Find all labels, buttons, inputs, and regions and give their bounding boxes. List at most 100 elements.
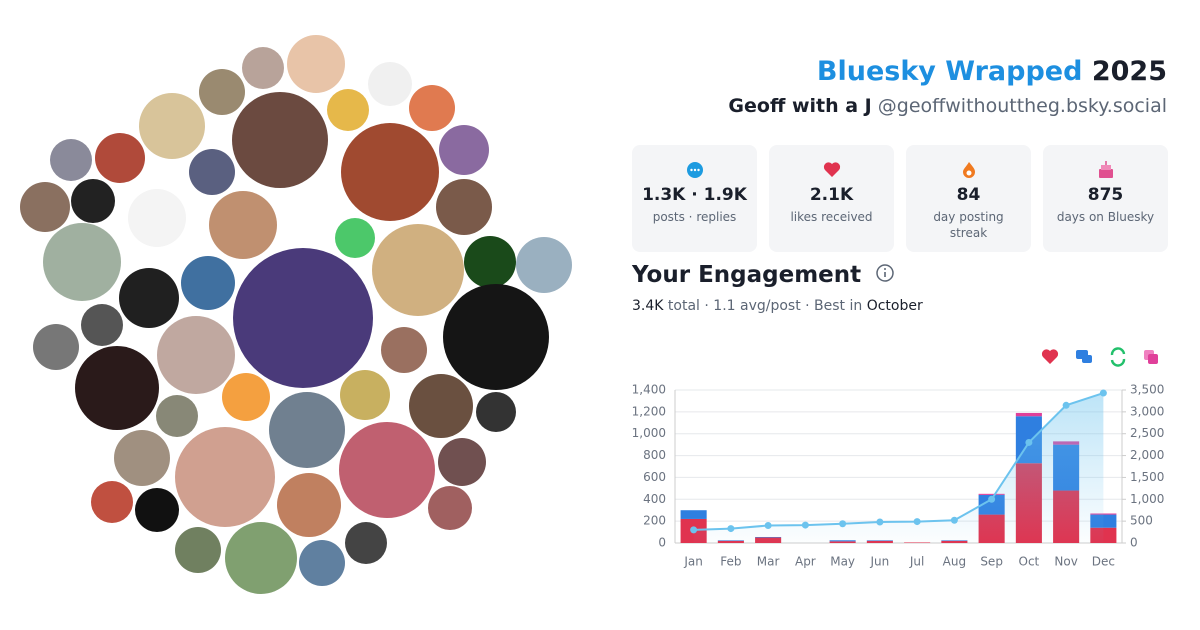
- avatar[interactable]: [345, 522, 387, 564]
- y2-tick-label: 500: [1130, 514, 1153, 528]
- line-point: [1025, 438, 1033, 446]
- avatar[interactable]: [368, 62, 412, 106]
- avatar[interactable]: [438, 438, 486, 486]
- avatar[interactable]: [476, 392, 516, 432]
- avatar[interactable]: [156, 395, 198, 437]
- avatar[interactable]: [242, 47, 284, 89]
- y-tick-label: 200: [643, 514, 666, 528]
- avatar[interactable]: [339, 422, 435, 518]
- line-point: [950, 516, 958, 524]
- y2-tick-label: 2,500: [1130, 426, 1164, 440]
- avatar[interactable]: [157, 316, 235, 394]
- avatar[interactable]: [381, 327, 427, 373]
- y2-tick-label: 3,000: [1130, 404, 1164, 418]
- y2-tick-label: 3,500: [1130, 383, 1164, 397]
- avatar-cloud: [20, 35, 572, 594]
- avatar[interactable]: [372, 224, 464, 316]
- avatar[interactable]: [175, 527, 221, 573]
- avatar[interactable]: [128, 189, 186, 247]
- total: 3.4K: [632, 298, 664, 314]
- avatar[interactable]: [439, 125, 489, 175]
- avatar[interactable]: [71, 179, 115, 223]
- avatar[interactable]: [428, 486, 472, 530]
- avatar[interactable]: [436, 179, 492, 235]
- avatar[interactable]: [50, 139, 92, 181]
- avatar[interactable]: [139, 93, 205, 159]
- avatar[interactable]: [91, 481, 133, 523]
- line-point: [1062, 401, 1070, 409]
- avatar[interactable]: [43, 223, 121, 301]
- avatar[interactable]: [119, 268, 179, 328]
- y-tick-label: 600: [643, 470, 666, 484]
- avatar[interactable]: [409, 85, 455, 131]
- avatar[interactable]: [135, 488, 179, 532]
- avatar[interactable]: [299, 540, 345, 586]
- x-tick-label: Dec: [1092, 555, 1115, 569]
- avatar[interactable]: [443, 284, 549, 390]
- line-point: [764, 522, 772, 530]
- avatar[interactable]: [222, 373, 270, 421]
- avatar[interactable]: [175, 427, 275, 527]
- avatar[interactable]: [516, 237, 572, 293]
- stat-label: posts · replies: [652, 210, 737, 224]
- line-point: [913, 518, 921, 526]
- avatar[interactable]: [233, 248, 373, 388]
- legend-reposts[interactable]: [1110, 347, 1126, 367]
- line-point: [727, 525, 735, 533]
- avatar[interactable]: [232, 92, 328, 188]
- avatar[interactable]: [95, 133, 145, 183]
- stat-value: 1.3K · 1.9K: [642, 185, 747, 205]
- avatar[interactable]: [209, 191, 277, 259]
- avatar[interactable]: [269, 392, 345, 468]
- avatar[interactable]: [341, 123, 439, 221]
- avatar[interactable]: [199, 69, 245, 115]
- stat-card: 84 day posting streak: [906, 145, 1031, 252]
- stat-icon: [687, 162, 703, 178]
- line-point: [876, 518, 884, 526]
- title-text: Bluesky Wrapped: [816, 56, 1083, 87]
- avatar[interactable]: [282, 185, 332, 235]
- avatar[interactable]: [181, 256, 235, 310]
- line-point: [1099, 389, 1107, 397]
- y2-tick-label: 1,000: [1130, 492, 1164, 506]
- avatar[interactable]: [327, 89, 369, 131]
- info-icon[interactable]: [875, 263, 895, 283]
- avatar[interactable]: [20, 182, 70, 232]
- best-month: October: [866, 298, 923, 314]
- avatar[interactable]: [81, 304, 123, 346]
- stat-label: day posting streak: [933, 210, 1004, 240]
- avatar[interactable]: [33, 324, 79, 370]
- stat-card: 875 days on Bluesky: [1043, 145, 1168, 252]
- legend-likes[interactable]: [1041, 349, 1059, 364]
- chart: 0 200 400 600 800 1,000 1,200 1,400 0 500 1,000 1,5…: [632, 383, 1165, 569]
- y2-tick-label: 0: [1130, 536, 1138, 550]
- avatar[interactable]: [409, 374, 473, 438]
- avatar[interactable]: [335, 218, 375, 258]
- avatar[interactable]: [277, 473, 341, 537]
- stat-icon: [963, 162, 975, 178]
- x-tick-label: May: [830, 555, 855, 569]
- y-tick-label: 0: [658, 536, 666, 550]
- avatar[interactable]: [189, 149, 235, 195]
- stat-icon: [823, 162, 841, 177]
- avatar[interactable]: [464, 236, 516, 288]
- avatar[interactable]: [287, 35, 345, 93]
- line-area: [693, 393, 1104, 543]
- x-tick-label: Jun: [870, 555, 890, 569]
- avatar[interactable]: [340, 370, 390, 420]
- x-tick-label: Jul: [909, 555, 924, 569]
- legend: [1041, 347, 1158, 367]
- y-tick-label: 1,000: [632, 426, 666, 440]
- y-tick-label: 400: [643, 492, 666, 506]
- line-point: [690, 526, 698, 534]
- title: Bluesky Wrapped 2025: [817, 56, 1167, 87]
- avatar[interactable]: [114, 430, 170, 486]
- line-point: [801, 521, 809, 529]
- y2-tick-label: 1,500: [1130, 470, 1164, 484]
- stat-value: 875: [1087, 185, 1124, 205]
- avatar[interactable]: [75, 346, 159, 430]
- stat-card: 2.1K likes received: [769, 145, 894, 252]
- y-tick-label: 1,200: [632, 404, 666, 418]
- avatar[interactable]: [225, 522, 297, 594]
